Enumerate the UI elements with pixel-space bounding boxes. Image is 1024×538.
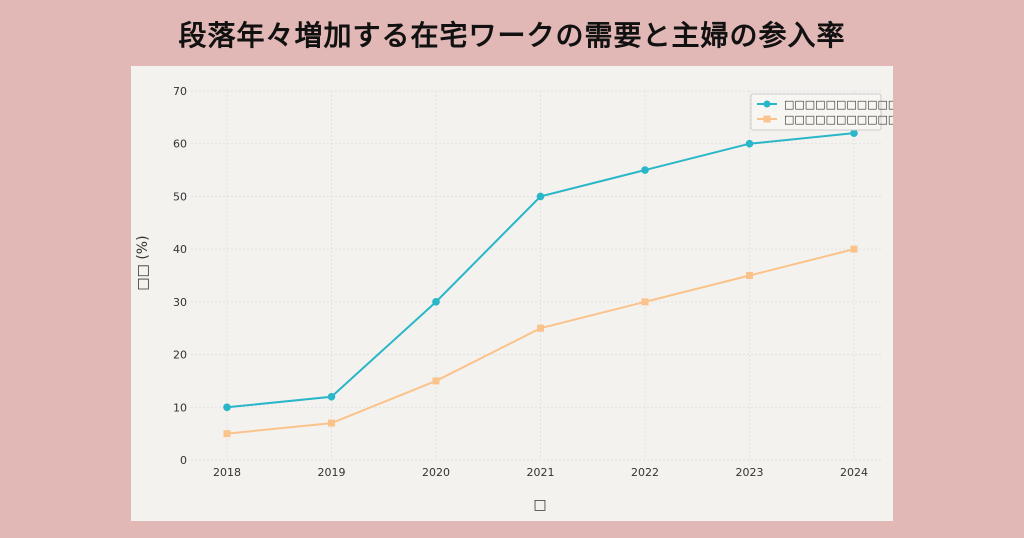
data-point: [746, 272, 753, 279]
y-tick-label: 20: [173, 349, 187, 362]
y-tick-label: 40: [173, 243, 187, 256]
data-point: [641, 298, 649, 306]
data-point: [223, 430, 231, 438]
data-point: [850, 245, 858, 253]
y-axis-label: □□ (%): [135, 235, 151, 290]
legend-label: □□□□□□□□□□□□: [784, 113, 893, 126]
data-point: [850, 129, 858, 137]
x-tick-label: 2024: [840, 466, 868, 479]
x-tick-label: 2018: [213, 466, 241, 479]
x-tick-label: 2019: [318, 466, 346, 479]
x-tick-label: 2022: [631, 466, 659, 479]
x-tick-label: 2021: [527, 466, 555, 479]
x-tick-label: 2020: [422, 466, 450, 479]
y-tick-label: 0: [180, 454, 187, 467]
series-line-1: [226, 132, 855, 409]
y-tick-label: 30: [173, 296, 187, 309]
y-tick-label: 50: [173, 190, 187, 203]
legend-marker: [763, 115, 771, 123]
y-tick-label: 70: [173, 85, 187, 98]
data-point: [641, 166, 649, 174]
data-point: [223, 403, 231, 412]
series: [223, 129, 858, 438]
grid: [191, 90, 883, 461]
data-point: [537, 324, 544, 332]
data-point: [432, 377, 440, 385]
x-axis-label: □: [533, 497, 546, 513]
chart-panel: □□ (%) □ 0 10 20 30 40 50 60 70 2018 2019 2020 2021…: [131, 66, 919, 521]
data-point: [328, 419, 335, 427]
y-tick-label: 10: [173, 401, 187, 414]
axes: □□ (%) □ 0 10 20 30 40 50 60 70 2018 2019 2020 2021…: [135, 85, 868, 513]
x-tick-label: 2023: [736, 466, 764, 479]
line-chart: □□ (%) □ 0 10 20 30 40 50 60 70 2018 2019 2020 2021…: [135, 85, 919, 513]
y-tick-label: 60: [173, 138, 187, 151]
data-point: [745, 139, 754, 148]
legend-marker: [763, 100, 771, 108]
data-point: [327, 392, 336, 401]
data-point: [536, 192, 545, 201]
data-point: [432, 298, 440, 306]
legend-box: [750, 93, 882, 131]
page-title: 段落年々増加する在宅ワークの需要と主婦の参入率: [178, 19, 846, 52]
legend: □□□□□□□□□□□□□□□□□□□□□□□□□: [750, 93, 919, 131]
legend-label: □□□□□□□□□□□□□: [784, 98, 893, 111]
